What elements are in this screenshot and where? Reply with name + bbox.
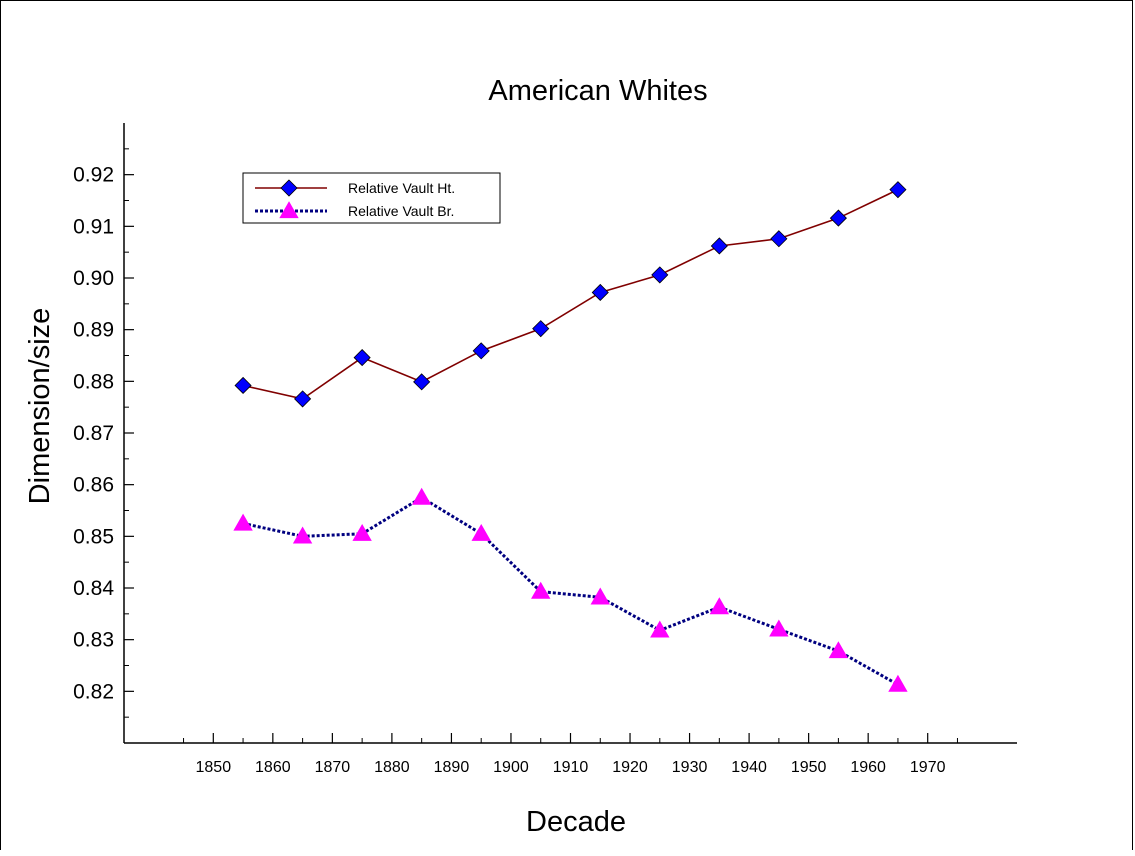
- y-tick-label: 0.87: [73, 422, 114, 445]
- x-tick-label: 1950: [791, 759, 827, 776]
- legend-label-1: Relative Vault Br.: [348, 203, 454, 219]
- series-1-point: [888, 674, 908, 692]
- series-1-point: [292, 526, 313, 544]
- legend-label-0: Relative Vault Ht.: [348, 180, 455, 196]
- chart-title: American Whites: [488, 75, 707, 107]
- y-axis-label: Dimension/size: [24, 308, 56, 505]
- series-1-point: [352, 523, 372, 541]
- y-tick-label: 0.85: [73, 525, 114, 548]
- x-tick-label: 1940: [731, 759, 767, 776]
- legend-entries: [255, 179, 327, 219]
- series-1-point: [531, 581, 551, 599]
- y-tick-label: 0.92: [73, 164, 114, 187]
- x-tick-label: 1870: [315, 759, 351, 776]
- series-1-point: [590, 587, 610, 605]
- series-0-point: [591, 283, 609, 302]
- legend-marker-1: [279, 201, 299, 219]
- y-tick-label: 0.82: [73, 680, 114, 703]
- series-0-point: [889, 181, 907, 199]
- series-0-point: [472, 342, 490, 360]
- series-1-point: [769, 619, 789, 637]
- series-1-point: [828, 641, 849, 659]
- series-layer: [233, 181, 908, 692]
- y-tick-label: 0.84: [73, 577, 114, 600]
- y-tick-label: 0.89: [73, 319, 114, 342]
- x-tick-label: 1930: [672, 759, 708, 776]
- y-tick-label: 0.90: [73, 267, 114, 290]
- series-1-point: [471, 523, 491, 541]
- x-tick-label: 1900: [493, 759, 529, 776]
- x-tick-label: 1890: [434, 759, 470, 776]
- axes: 0.82 0.83 0.84 0.85 0.86 0.87 0.88 0.89 0.90 0.91…: [73, 123, 1017, 776]
- series-1-point: [650, 620, 670, 638]
- x-tick-label: 1850: [196, 759, 232, 776]
- series-0-point: [234, 376, 252, 395]
- series-1-line: [242, 495, 899, 686]
- x-tick-label: 1970: [910, 759, 946, 776]
- legend: Relative Vault Ht. Relative Vault Br.: [242, 172, 501, 224]
- series-0-line: [242, 188, 899, 400]
- x-tick-label: 1960: [850, 759, 886, 776]
- series-0-point: [294, 390, 312, 408]
- x-tick-label: 1860: [255, 759, 291, 776]
- series-0-point: [829, 209, 847, 227]
- y-tick-label: 0.91: [73, 215, 114, 238]
- series-1-point: [233, 513, 253, 531]
- series-1-point: [709, 597, 730, 615]
- series-0-point: [770, 230, 788, 248]
- series-0-point: [353, 349, 371, 367]
- y-tick-label: 0.88: [73, 370, 114, 393]
- y-tick-label: 0.86: [73, 474, 114, 497]
- series-0-point: [651, 266, 669, 284]
- series-0-point: [532, 320, 550, 338]
- x-axis-label: Decade: [526, 806, 626, 838]
- series-0-point: [413, 373, 431, 391]
- legend-marker-0: [280, 179, 298, 197]
- y-tick-label: 0.83: [73, 629, 114, 652]
- series-0-point: [710, 237, 728, 255]
- x-tick-label: 1910: [553, 759, 589, 776]
- x-tick-label: 1880: [374, 759, 410, 776]
- x-tick-label: 1920: [612, 759, 648, 776]
- series-1-point: [411, 487, 432, 505]
